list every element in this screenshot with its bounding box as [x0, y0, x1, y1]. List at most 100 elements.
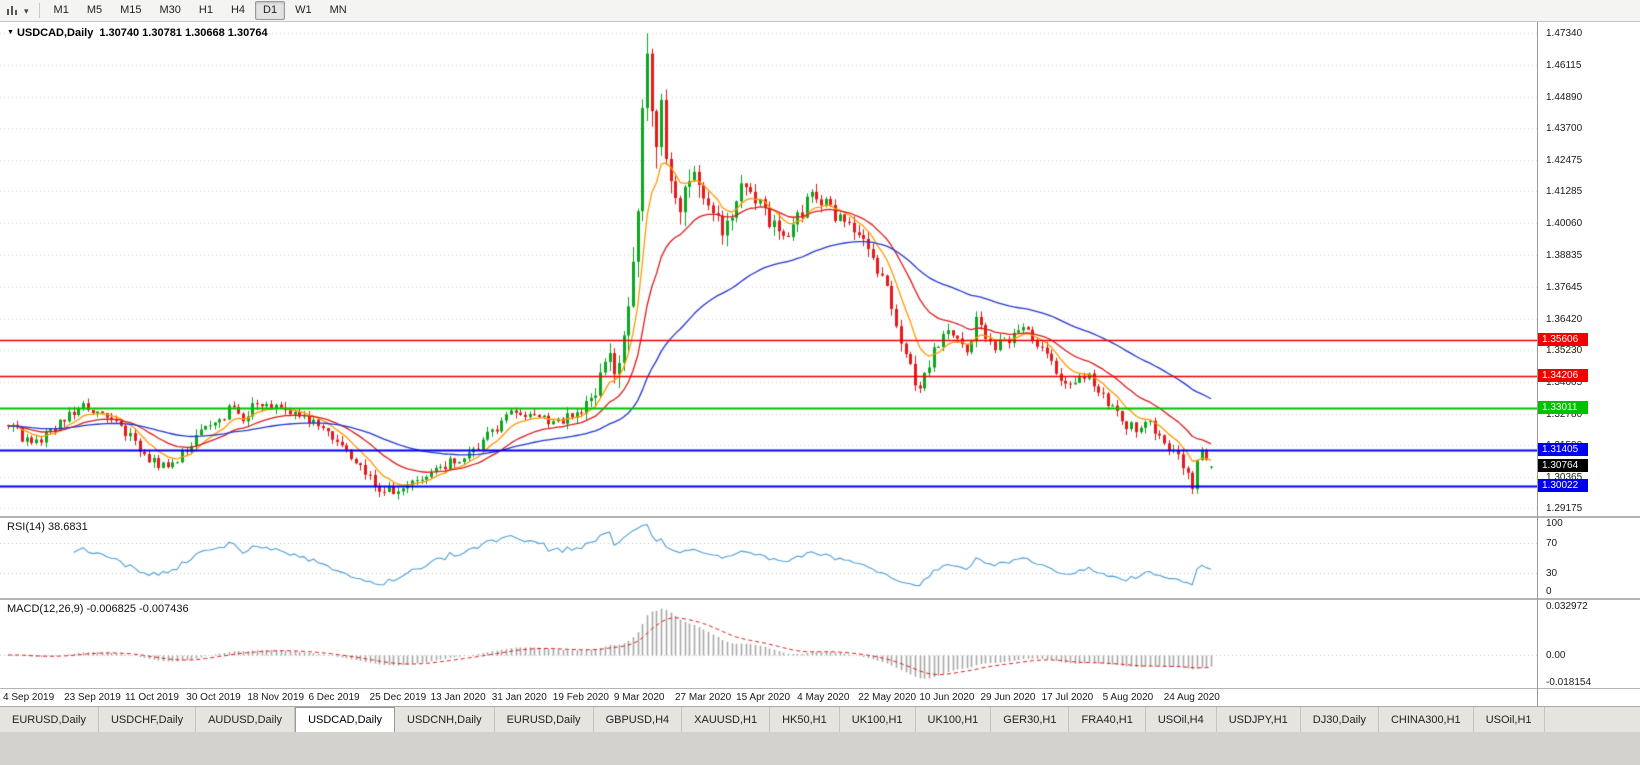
timeframe-button-m15[interactable]: M15 — [120, 4, 142, 16]
price-axis-label: 1.30365 — [1546, 471, 1583, 483]
price-axis-label: 1.41285 — [1546, 186, 1583, 198]
timeframe-buttons: M1 M5 M15 M30 H1 H4 D1 W1 MN — [45, 1, 356, 20]
date-axis-label: 13 Jan 2020 — [430, 692, 486, 703]
rsi-label: RSI(14) 38.6831 — [7, 521, 88, 533]
macd-axis-label: 0.00 — [1546, 650, 1566, 661]
toolbar-separator — [38, 3, 40, 18]
macd-label: MACD(12,26,9) -0.006825 -0.007436 — [7, 603, 189, 615]
chart-tab-usoil-h1[interactable]: USOil,H1 — [1474, 707, 1545, 732]
chart-tabs-bar: EURUSD,Daily USDCHF,Daily AUDUSD,Daily USDC… — [0, 706, 1640, 732]
price-axis-label: 1.42475 — [1546, 155, 1583, 167]
timeframe-button-h4[interactable]: H4 — [230, 4, 246, 16]
timeframe-button-w1[interactable]: W1 — [295, 4, 312, 16]
date-axis-label: 29 Jun 2020 — [980, 692, 1036, 703]
date-axis-label: 15 Apr 2020 — [736, 692, 791, 703]
price-axis-label: 1.44890 — [1546, 92, 1583, 104]
chart-tab-usoil-h4[interactable]: USOil,H4 — [1146, 707, 1217, 732]
price-axis-label: 1.46115 — [1546, 60, 1582, 72]
chart-tab-fra40-h1[interactable]: FRA40,H1 — [1069, 707, 1146, 732]
price-tag-1.33011: 1.33011 — [1538, 400, 1588, 414]
chart-header: ▼ USDCAD,Daily 1.30740 1.30781 1.30668 1.3… — [7, 27, 268, 39]
window-bottom-strip — [0, 732, 1640, 765]
toolbar-icon-group: ▾ — [0, 2, 34, 20]
timeframe-button-m5[interactable]: M5 — [86, 4, 103, 16]
price-tag-1.34206: 1.34206 — [1538, 369, 1588, 383]
date-axis-label: 6 Dec 2019 — [308, 692, 360, 703]
date-axis-label: 4 May 2020 — [797, 692, 850, 703]
price-axis-label: 1.43700 — [1546, 123, 1583, 135]
price-axis-label: 1.32780 — [1546, 408, 1583, 420]
chart-tab-hk50-h1[interactable]: HK50,H1 — [770, 707, 840, 732]
date-axis-label: 10 Jun 2020 — [919, 692, 975, 703]
price-tag-1.30764: 1.30764 — [1538, 459, 1588, 473]
date-axis-label: 5 Aug 2020 — [1102, 692, 1154, 703]
rsi-axis-label: 70 — [1546, 537, 1558, 549]
macd-axis-label: 0.032972 — [1546, 601, 1588, 612]
macd-scale[interactable]: 0.032972 0.00 -0.018154 — [1538, 600, 1639, 688]
rsi-axis-label: 30 — [1546, 568, 1558, 580]
chart-tab-eurusd-daily[interactable]: EURUSD,Daily — [495, 707, 594, 732]
rsi-axis-label: 0 — [1546, 586, 1552, 597]
panel-separator[interactable] — [0, 598, 1640, 600]
chart-tab-ger30-h1[interactable]: GER30,H1 — [991, 707, 1070, 732]
date-axis-label: 19 Feb 2020 — [552, 692, 609, 703]
chart-ohlc-values: 1.30740 1.30781 1.30668 1.30764 — [99, 27, 268, 39]
date-axis-label: 9 Mar 2020 — [613, 692, 665, 703]
timeframe-button-d1[interactable]: D1 — [255, 1, 286, 20]
chart-tab-china300-h1[interactable]: CHINA300,H1 — [1379, 707, 1474, 732]
panel-separator[interactable] — [0, 516, 1640, 518]
timeframe-button-m1[interactable]: M1 — [53, 4, 69, 16]
timeframe-button-mn[interactable]: MN — [329, 4, 347, 16]
bar-chart-glyph — [7, 5, 17, 15]
price-tag-1.30022: 1.30022 — [1538, 478, 1588, 492]
timeframe-button-h1[interactable]: H1 — [198, 4, 213, 16]
chart-tab-usdjpy-h1[interactable]: USDJPY,H1 — [1217, 707, 1301, 732]
rsi-axis-label: 100 — [1546, 518, 1563, 529]
date-axis-label: 24 Aug 2020 — [1163, 692, 1220, 703]
date-axis-label: 31 Jan 2020 — [491, 692, 547, 703]
price-tag-1.35606: 1.35606 — [1538, 332, 1588, 346]
price-chart-canvas[interactable] — [0, 22, 1537, 516]
price-axis-label: 1.47340 — [1546, 28, 1583, 39]
chart-tab-uk100-h1[interactable]: UK100,H1 — [840, 707, 916, 732]
rsi-scale[interactable]: 100 70 30 0 — [1538, 518, 1639, 598]
chart-tab-audusd-daily[interactable]: AUDUSD,Daily — [196, 707, 296, 732]
date-axis-label: 17 Jul 2020 — [1041, 692, 1094, 703]
price-axis-label: 1.35230 — [1546, 344, 1583, 356]
price-axis-label: 1.38835 — [1546, 250, 1583, 262]
chart-tab-xauusd-h1[interactable]: XAUUSD,H1 — [682, 707, 771, 732]
price-axis-label: 1.37645 — [1546, 281, 1583, 293]
dropdown-caret-icon[interactable]: ▾ — [24, 5, 29, 16]
symbol-dropdown-icon[interactable]: ▼ — [7, 29, 14, 36]
price-scale[interactable]: 1.47340 1.46115 1.44890 1.43700 1.42475 1.412… — [1538, 22, 1639, 516]
price-tag-1.31405: 1.31405 — [1538, 442, 1588, 456]
date-axis-label: 30 Oct 2019 — [186, 692, 241, 703]
chart-tab-uk100-h1[interactable]: UK100,H1 — [916, 707, 992, 732]
timeframe-button-m30[interactable]: M30 — [159, 4, 181, 16]
date-axis-label: 27 Mar 2020 — [674, 692, 732, 703]
date-axis-label: 4 Sep 2019 — [3, 692, 55, 703]
date-axis-label: 18 Nov 2019 — [247, 692, 305, 703]
chart-tab-gbpusd-h4[interactable]: GBPUSD,H4 — [594, 707, 683, 732]
chart-tab-eurusd-daily[interactable]: EURUSD,Daily — [0, 707, 99, 732]
price-axis-label: 1.36420 — [1546, 313, 1583, 325]
chart-tab-usdcad-daily[interactable]: USDCAD,Daily — [295, 707, 396, 732]
date-axis-label: 25 Dec 2019 — [369, 692, 427, 703]
time-axis[interactable]: 4 Sep 2019 23 Sep 2019 11 Oct 2019 30 Oct 2… — [0, 689, 1537, 706]
date-axis-label: 23 Sep 2019 — [64, 692, 121, 703]
chart-symbol-label: USDCAD,Daily — [16, 27, 94, 39]
panel-separator — [0, 688, 1640, 689]
chart-tab-usdchf-daily[interactable]: USDCHF,Daily — [99, 707, 197, 732]
chart-tool-icon[interactable] — [3, 2, 22, 20]
date-axis-label: 22 May 2020 — [858, 692, 917, 703]
date-axis-label: 11 Oct 2019 — [125, 692, 179, 703]
chart-tab-usdcnh-daily[interactable]: USDCNH,Daily — [395, 707, 495, 732]
chart-tab-dj30-daily[interactable]: DJ30,Daily — [1301, 707, 1379, 732]
macd-axis-label: -0.018154 — [1546, 677, 1592, 688]
price-axis-label: 1.29175 — [1546, 503, 1583, 514]
rsi-indicator-canvas[interactable] — [0, 518, 1537, 598]
toolbar: ▾ M1 M5 M15 M30 H1 H4 D1 W1 MN — [0, 0, 1640, 22]
price-axis-label: 1.40060 — [1546, 218, 1583, 230]
macd-indicator-canvas[interactable] — [0, 600, 1537, 688]
